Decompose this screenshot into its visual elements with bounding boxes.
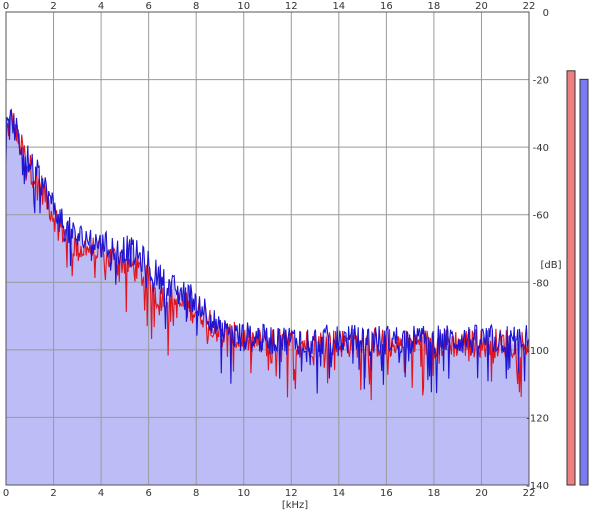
x-ticks-bottom: 0 2 4 6 8 10 12 14 16 18 20 22 — [3, 488, 536, 499]
x-tick-label-top: 22 — [523, 1, 536, 12]
y-tick-label: -100 — [526, 346, 549, 357]
x-tick-label: 4 — [98, 488, 104, 499]
x-tick-label-top: 18 — [428, 1, 441, 12]
x-tick-label: 16 — [380, 488, 393, 499]
x-ticks-top: 0 2 4 6 8 10 12 14 16 18 20 22 — [3, 1, 536, 12]
x-axis-label: [kHz] — [282, 500, 308, 511]
x-tick-label: 8 — [193, 488, 199, 499]
x-tick-label: 10 — [237, 488, 250, 499]
x-tick-label: 20 — [475, 488, 488, 499]
x-tick-label: 0 — [3, 488, 9, 499]
spectrum-fill-area — [6, 113, 529, 485]
level-meter-red — [566, 70, 576, 486]
x-tick-label: 14 — [332, 488, 345, 499]
y-axis-label: [dB] — [540, 260, 561, 271]
x-tick-label: 2 — [50, 488, 56, 499]
x-tick-label: 12 — [285, 488, 298, 499]
x-tick-label-top: 14 — [332, 1, 345, 12]
series-blue-line — [5, 108, 530, 394]
x-tick-label-top: 6 — [145, 1, 151, 12]
y-tick-label: -120 — [526, 413, 549, 424]
x-tick-label: 6 — [145, 488, 151, 499]
x-tick-label-top: 4 — [98, 1, 104, 12]
x-tick-label: 18 — [428, 488, 441, 499]
plot-frame — [5, 11, 530, 486]
x-tick-label-top: 2 — [50, 1, 56, 12]
x-tick-label-top: 10 — [237, 1, 250, 12]
y-ticks: 0 -20 -40 -60 -80 -100 -120 -140 — [526, 8, 549, 492]
x-tick-label-top: 8 — [193, 1, 199, 12]
y-tick-label: 0 — [543, 8, 549, 19]
x-tick-label-top: 0 — [3, 1, 9, 12]
y-tick-label: -60 — [533, 211, 549, 222]
x-tick-label-top: 16 — [380, 1, 393, 12]
y-tick-label: -40 — [533, 143, 549, 154]
x-tick-label: 22 — [523, 488, 536, 499]
y-tick-label: -20 — [533, 76, 549, 87]
y-tick-label: -140 — [526, 481, 549, 492]
x-tick-label-top: 12 — [285, 1, 298, 12]
level-meters — [566, 70, 589, 486]
level-meter-blue — [579, 78, 589, 486]
y-tick-label: -80 — [533, 278, 549, 289]
x-tick-label-top: 20 — [475, 1, 488, 12]
